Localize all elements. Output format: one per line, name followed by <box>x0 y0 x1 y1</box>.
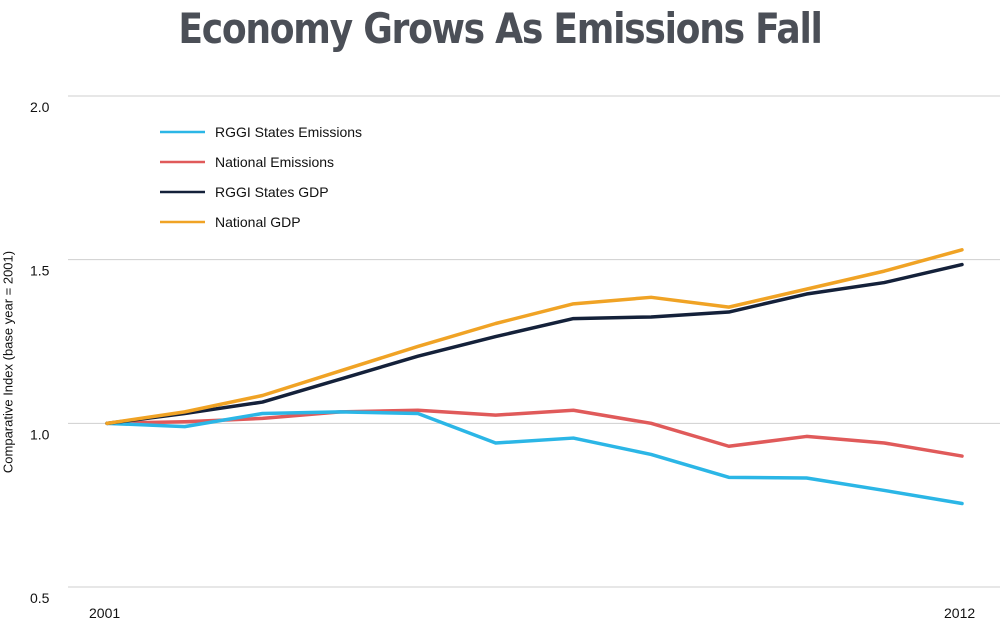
y-tick-label: 1.0 <box>30 426 50 442</box>
series-lines <box>105 248 964 506</box>
y-tick-label: 2.0 <box>30 99 50 115</box>
gridlines <box>68 95 1000 588</box>
y-tick-label: 0.5 <box>30 590 50 606</box>
legend-label: RGGI States GDP <box>215 184 329 200</box>
legend-label: RGGI States Emissions <box>215 124 362 140</box>
legend-label: National GDP <box>215 214 301 230</box>
series-line-rggi-states-emissions <box>105 410 964 506</box>
x-tick-label: 2001 <box>89 605 120 621</box>
series-line-national-gdp <box>105 248 964 426</box>
series-line-rggi-states-gdp <box>105 262 964 426</box>
chart-title: Economy Grows As Emissions Fall <box>178 4 823 53</box>
series-line-national-emissions <box>105 408 964 458</box>
x-tick-labels: 2001 2012 <box>89 605 975 621</box>
y-tick-labels: 0.5 1.0 1.5 2.0 <box>30 99 50 606</box>
legend-label: National Emissions <box>215 154 334 170</box>
y-tick-label: 1.5 <box>30 263 50 279</box>
x-tick-label: 2012 <box>944 605 975 621</box>
legend: RGGI States Emissions National Emissions R… <box>160 124 362 230</box>
